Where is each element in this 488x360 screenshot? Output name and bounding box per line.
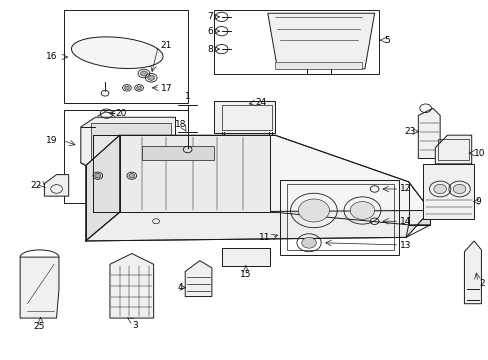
Text: 12: 12 — [400, 184, 411, 193]
Polygon shape — [81, 117, 175, 171]
Bar — [279, 180, 398, 255]
Text: 5: 5 — [384, 36, 389, 45]
Text: 2: 2 — [478, 279, 484, 288]
Circle shape — [129, 174, 134, 178]
Polygon shape — [90, 123, 170, 167]
Bar — [437, 139, 468, 160]
Text: 4: 4 — [177, 283, 183, 292]
Circle shape — [301, 237, 316, 248]
Polygon shape — [44, 175, 68, 196]
Text: 16: 16 — [45, 53, 57, 62]
Text: 3: 3 — [132, 320, 137, 329]
Text: 6: 6 — [207, 27, 213, 36]
Polygon shape — [85, 135, 120, 241]
Ellipse shape — [71, 37, 163, 68]
Circle shape — [452, 184, 465, 194]
Polygon shape — [110, 253, 153, 318]
Polygon shape — [120, 135, 429, 212]
Polygon shape — [417, 108, 439, 158]
Text: 24: 24 — [255, 98, 266, 107]
Text: 19: 19 — [45, 136, 57, 145]
Text: 13: 13 — [400, 242, 411, 251]
Text: 20: 20 — [116, 109, 127, 118]
Text: 15: 15 — [240, 270, 251, 279]
Circle shape — [95, 174, 101, 178]
Polygon shape — [406, 211, 429, 237]
Bar — [64, 110, 187, 203]
Bar — [214, 10, 379, 74]
Polygon shape — [93, 135, 120, 212]
Circle shape — [298, 199, 329, 222]
Bar — [64, 10, 187, 103]
Polygon shape — [185, 261, 211, 297]
Text: 17: 17 — [161, 84, 172, 93]
Polygon shape — [141, 146, 214, 160]
Polygon shape — [434, 135, 471, 164]
Polygon shape — [120, 135, 270, 212]
Text: 21: 21 — [160, 41, 171, 50]
Circle shape — [136, 86, 141, 90]
Polygon shape — [85, 211, 429, 241]
Polygon shape — [267, 13, 374, 69]
Circle shape — [147, 75, 154, 80]
Circle shape — [433, 184, 446, 194]
Text: 7: 7 — [207, 12, 213, 21]
Text: 9: 9 — [475, 197, 480, 206]
Text: 8: 8 — [207, 45, 213, 54]
Text: 11: 11 — [259, 233, 270, 242]
Circle shape — [124, 86, 129, 90]
Polygon shape — [422, 164, 473, 220]
Text: 10: 10 — [473, 149, 485, 158]
Text: 1: 1 — [184, 92, 190, 101]
Text: 14: 14 — [400, 217, 411, 226]
Text: 18: 18 — [174, 120, 186, 129]
Circle shape — [349, 202, 374, 220]
Bar — [221, 105, 271, 130]
Polygon shape — [20, 257, 59, 318]
Polygon shape — [464, 241, 481, 304]
Polygon shape — [274, 62, 362, 69]
Text: 23: 23 — [404, 127, 415, 136]
Polygon shape — [214, 101, 274, 134]
Text: 22: 22 — [31, 181, 42, 190]
Text: 25: 25 — [34, 321, 45, 330]
Polygon shape — [221, 248, 270, 266]
Bar — [286, 184, 393, 250]
Circle shape — [140, 71, 147, 76]
